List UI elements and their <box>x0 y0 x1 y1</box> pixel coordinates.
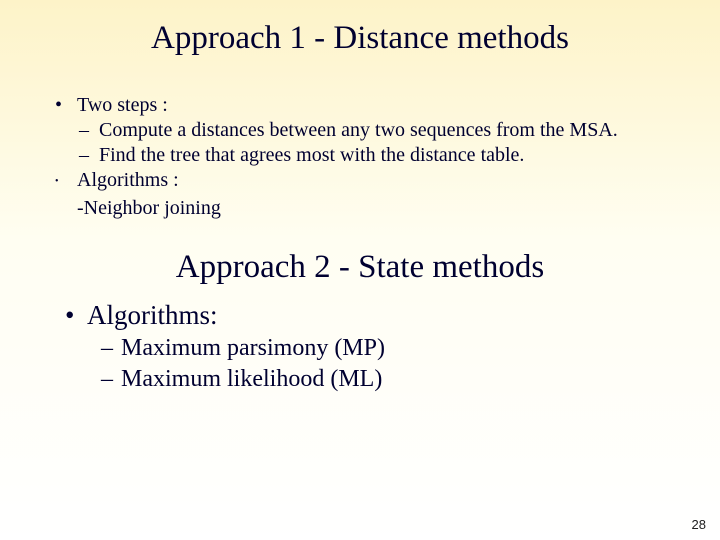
slide: Approach 1 - Distance methods • Two step… <box>0 0 720 540</box>
list-subitem: – Compute a distances between any two se… <box>79 118 675 143</box>
bullet-icon: • <box>55 93 77 118</box>
list-item: • Algorithms: <box>65 298 675 333</box>
list-subitem: – Maximum parsimony (MP) <box>101 333 675 364</box>
two-steps-sub2: Find the tree that agrees most with the … <box>99 143 524 168</box>
dash-icon: – <box>79 143 99 168</box>
list-item: • Two steps : <box>55 93 675 118</box>
algorithms-2-label: Algorithms: <box>87 298 218 333</box>
algorithms-1-sub1: -Neighbor joining <box>77 197 221 219</box>
list-subitem: – Maximum likelihood (ML) <box>101 364 675 395</box>
algorithms-2-sub2: Maximum likelihood (ML) <box>121 364 382 395</box>
bullet-icon: • <box>65 298 87 333</box>
algorithms-2-sub1: Maximum parsimony (MP) <box>121 333 385 364</box>
list-subitem: -Neighbor joining <box>77 196 675 221</box>
two-steps-label: Two steps : <box>77 93 168 118</box>
section-2-body: • Algorithms: – Maximum parsimony (MP) –… <box>65 298 675 395</box>
bullet-icon: • <box>55 168 77 196</box>
list-subitem: – Find the tree that agrees most with th… <box>79 143 675 168</box>
section-1-body: • Two steps : – Compute a distances betw… <box>55 93 675 221</box>
dash-icon: – <box>101 364 121 395</box>
title-approach-1: Approach 1 - Distance methods <box>45 20 675 57</box>
list-item: • Algorithms : <box>55 168 675 196</box>
page-number: 28 <box>692 517 706 532</box>
title-approach-2: Approach 2 - State methods <box>45 249 675 286</box>
algorithms-1-label: Algorithms : <box>77 168 179 196</box>
two-steps-sub1: Compute a distances between any two sequ… <box>99 118 618 143</box>
dash-icon: – <box>79 118 99 143</box>
dash-icon: – <box>101 333 121 364</box>
